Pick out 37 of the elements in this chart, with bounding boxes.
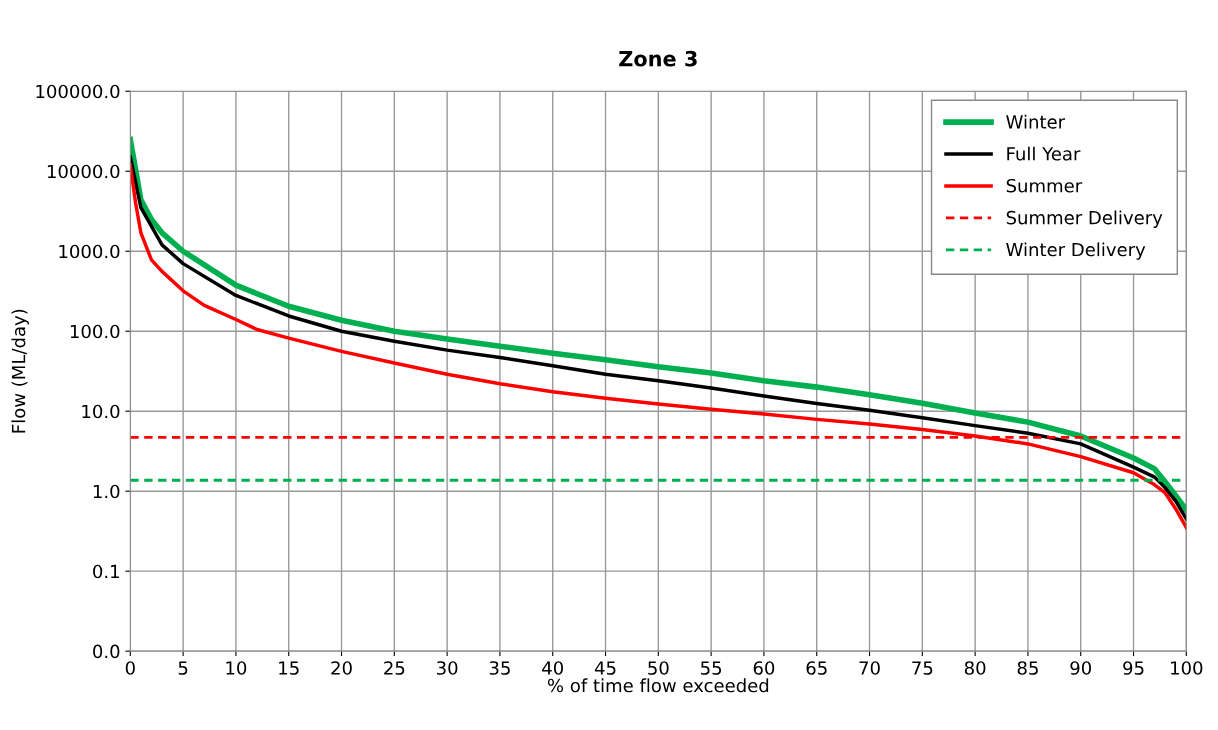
x-tick-label: 100 (1171, 661, 1203, 675)
y-tick-label: 1.0 (93, 484, 120, 499)
legend-label: Full Year (1007, 146, 1081, 161)
x-tick-label: 85 (1017, 661, 1038, 675)
y-tick-label: 0.1 (93, 564, 119, 579)
x-tick-label: 5 (178, 661, 188, 675)
x-tick-label: 35 (489, 661, 510, 675)
legend-label: Winter Delivery (1006, 242, 1146, 260)
y-tick-label: 100000.0 (36, 84, 120, 99)
x-tick-label: 70 (859, 661, 880, 675)
x-tick-label: 30 (437, 661, 458, 675)
legend-label: Summer Delivery (1006, 210, 1163, 228)
x-tick-label: 25 (384, 661, 405, 675)
x-tick-label: 15 (279, 661, 299, 675)
x-tick-label: 80 (964, 661, 986, 675)
x-axis-title: % of time flow exceeded (547, 678, 769, 693)
legend-label: Winter (1006, 114, 1066, 129)
y-tick-label: 0.0 (93, 644, 120, 659)
legend-label: Summer (1006, 178, 1083, 193)
x-tick-label: 40 (542, 661, 564, 675)
x-tick-label: 95 (1123, 661, 1144, 675)
y-tick-label: 10000.0 (47, 164, 120, 179)
y-axis-title: Flow (ML/day) (11, 309, 29, 433)
y-tick-label: 1000.0 (59, 244, 120, 259)
y-tick-label: 10.0 (82, 404, 120, 419)
x-tick-label: 20 (331, 661, 352, 675)
x-tick-label: 50 (648, 661, 669, 675)
chart-title: Zone 3 (619, 50, 697, 67)
x-tick-label: 55 (701, 661, 722, 675)
x-tick-label: 75 (912, 661, 933, 675)
x-tick-label: 10 (226, 661, 247, 675)
x-tick-label: 0 (125, 661, 135, 675)
x-tick-label: 65 (806, 661, 827, 675)
x-tick-label: 60 (753, 661, 775, 675)
x-tick-label: 90 (1070, 661, 1092, 675)
x-tick-label: 45 (594, 661, 616, 675)
y-tick-label: 100.0 (70, 324, 120, 339)
